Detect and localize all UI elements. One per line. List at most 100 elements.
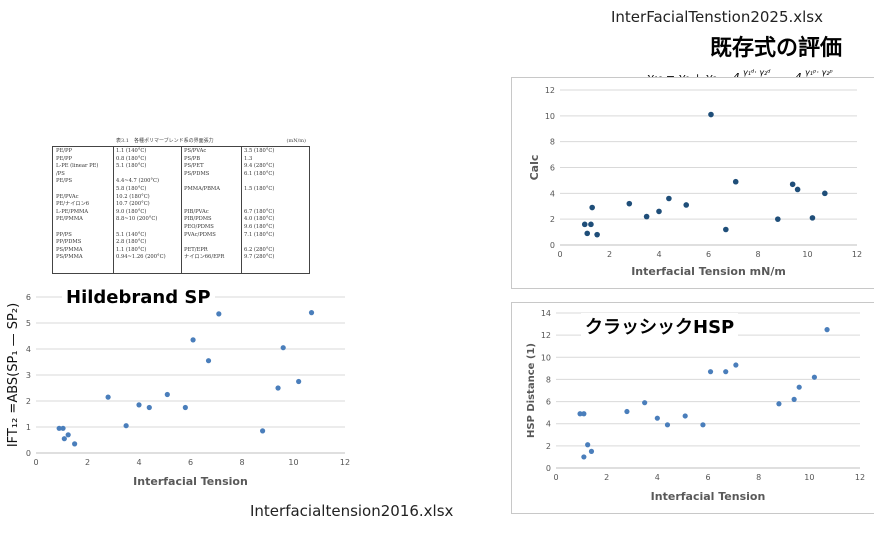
y-tick-label: 4: [546, 420, 551, 429]
data-point: [56, 425, 62, 431]
y-tick-label: 8: [546, 375, 551, 384]
file-label-bottom: Interfacialtension2016.xlsx: [250, 502, 454, 520]
x-tick-label: 2: [607, 250, 612, 259]
data-point: [666, 195, 672, 202]
x-tick-label: 10: [288, 458, 298, 467]
x-axis-label: Interfacial Tension: [651, 490, 766, 503]
x-tick-label: 6: [705, 473, 710, 482]
x-axis-label: Interfacial Tension mN/m: [631, 265, 786, 278]
data-point: [642, 400, 648, 406]
data-point: [136, 402, 142, 408]
y-tick-label: 2: [550, 215, 555, 224]
data-point: [72, 441, 78, 447]
y-axis-label: IFT₁₂ =ABS(SP₁ — SP₂): [6, 303, 21, 447]
data-point: [65, 432, 71, 438]
data-point: [811, 374, 817, 380]
data-point: [683, 202, 690, 208]
data-point: [656, 208, 662, 215]
x-tick-label: 0: [557, 250, 562, 259]
table-col-value-b: 3.5 (180°C) 1.3 9.4 (280°C) 6.1 (180°C) …: [244, 148, 275, 261]
y-tick-label: 10: [541, 353, 551, 362]
data-point: [643, 213, 650, 220]
x-tick-label: 4: [136, 458, 141, 467]
data-point: [708, 111, 714, 118]
data-point: [776, 401, 782, 407]
data-point: [723, 226, 729, 233]
x-tick-label: 2: [604, 473, 609, 482]
table-col-blend-a: PE/PP PE/PP L-PE (linear PE) /PS PE/PS P…: [56, 148, 99, 261]
calc-chart-panel: 0 2 4 6 8 10 12 0 2 4 6 8 10 12 Interfacial Tension mN…: [511, 77, 874, 289]
data-point: [588, 221, 594, 228]
data-point: [61, 436, 67, 442]
x-axis-label: Interfacial Tension: [133, 475, 248, 488]
y-tick-label: 2: [26, 397, 31, 406]
data-point: [190, 337, 196, 343]
x-tick-label: 0: [33, 458, 38, 467]
data-point: [809, 215, 816, 221]
data-point: [280, 345, 286, 351]
x-tick-label: 8: [239, 458, 244, 467]
data-point: [794, 186, 801, 193]
table-divider: [113, 146, 114, 274]
data-point: [308, 310, 315, 316]
x-tick-label: 2: [85, 458, 90, 467]
data-point: [733, 362, 739, 368]
x-tick-label: 0: [553, 473, 558, 482]
data-point: [216, 311, 222, 317]
data-point: [585, 442, 591, 448]
reference-table: 表3.1 各種ポリマーブレンド系の界面張力 (mN/m) PE/PP PE/PP…: [48, 137, 314, 277]
x-tick-label: 4: [655, 473, 660, 482]
table-divider: [181, 146, 182, 274]
calc-chart: 0 2 4 6 8 10 12 0 2 4 6 8 10 12 Interfacial Tension mN…: [528, 86, 862, 278]
y-tick-label: 12: [545, 86, 555, 95]
x-tick-label: 6: [706, 250, 711, 259]
y-tick-label: 2: [546, 442, 551, 451]
data-point: [164, 391, 170, 398]
y-tick-label: 10: [545, 112, 555, 121]
data-point: [588, 448, 595, 454]
data-point: [205, 358, 212, 364]
section-title: 既存式の評価: [710, 36, 843, 61]
data-point: [581, 411, 587, 417]
data-point: [626, 200, 633, 207]
data-point: [654, 415, 660, 421]
x-tick-label: 8: [756, 473, 761, 482]
y-tick-label: 6: [550, 164, 555, 173]
data-point: [581, 221, 588, 228]
table-caption: 表3.1 各種ポリマーブレンド系の界面張力: [116, 138, 214, 144]
data-point: [682, 413, 688, 419]
data-point: [577, 411, 583, 417]
x-tick-label: 12: [852, 250, 862, 259]
data-point: [123, 423, 129, 429]
data-point: [105, 394, 111, 400]
y-tick-label: 5: [26, 319, 31, 328]
y-tick-label: 0: [550, 241, 555, 250]
svg-text:γ₁ᵈ· γ₂ᵈ: γ₁ᵈ· γ₂ᵈ: [743, 68, 771, 77]
x-tick-label: 12: [855, 473, 865, 482]
data-point: [723, 369, 729, 375]
data-point: [584, 230, 591, 237]
data-point: [707, 369, 714, 375]
y-tick-label: 3: [26, 371, 31, 380]
file-label-top: InterFacialTenstion2025.xlsx: [611, 8, 823, 26]
data-point: [822, 190, 828, 197]
x-tick-label: 4: [656, 250, 661, 259]
hildebrand-title: Hildebrand SP: [62, 287, 215, 308]
table-col-blend-b: PS/PVAc PS/PB PS/PET PS/PDMS PMMA/PBMA P…: [184, 148, 225, 261]
y-tick-label: 6: [546, 398, 551, 407]
svg-text:γ₁ᵖ· γ₂ᵖ: γ₁ᵖ· γ₂ᵖ: [805, 68, 833, 77]
data-point: [700, 422, 706, 428]
data-point: [60, 425, 66, 431]
y-tick-label: 12: [541, 331, 551, 340]
data-point: [182, 404, 188, 411]
y-axis-label: Calc: [528, 155, 541, 181]
data-point: [146, 404, 152, 411]
data-point: [275, 385, 281, 391]
y-axis-label: HSP Distance (1): [526, 343, 537, 438]
data-point: [775, 216, 781, 222]
x-tick-label: 8: [755, 250, 760, 259]
y-tick-label: 0: [546, 464, 551, 473]
x-tick-label: 12: [340, 458, 350, 467]
y-tick-label: 4: [550, 189, 555, 198]
